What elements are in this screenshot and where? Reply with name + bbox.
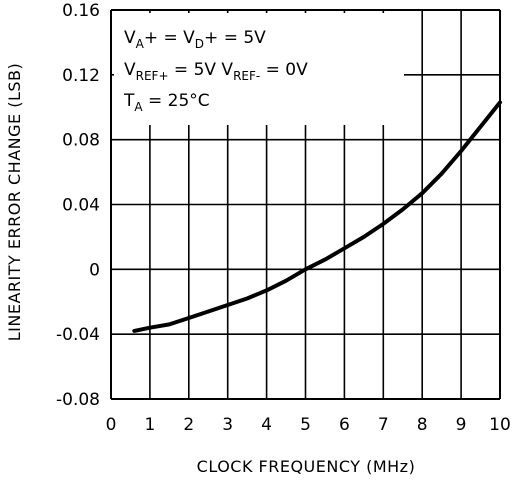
- x-tick-label: 5: [300, 415, 311, 435]
- condition-annotations: VA+ = VD+ = 5V VREF+ = 5V VREF- = 0V TA …: [114, 13, 404, 125]
- y-tick-label: -0.08: [56, 390, 100, 410]
- y-tick-label: 0.12: [62, 66, 100, 86]
- y-tick-label: 0.04: [62, 196, 100, 216]
- annotation-line-1: VA+ = VD+ = 5V: [124, 28, 266, 51]
- tick-labels: 0 1 2 3 4 5 6 7 8 9 10 -0.08 -0.04 0 0.04 0.08 0.12 0.16: [56, 1, 511, 435]
- x-tick-label: 3: [222, 415, 233, 435]
- x-tick-label: 4: [261, 415, 272, 435]
- x-tick-label: 8: [417, 415, 428, 435]
- x-tick-label: 2: [183, 415, 194, 435]
- annotation-line-2: VREF+ = 5V VREF- = 0V: [124, 60, 308, 83]
- series: [132, 100, 502, 333]
- x-tick-label: 7: [378, 415, 389, 435]
- x-tick-label: 9: [456, 415, 467, 435]
- x-tick-label: 1: [144, 415, 155, 435]
- y-axis-title: LINEARITY ERROR CHANGE (LSB): [5, 63, 24, 342]
- x-axis-title: CLOCK FREQUENCY (MHz): [197, 457, 416, 476]
- x-tick-label: 10: [489, 415, 511, 435]
- series-line: [132, 100, 502, 333]
- annotation-line-3: TA = 25°C: [123, 91, 210, 114]
- y-tick-label: 0: [89, 260, 100, 280]
- x-tick-label: 6: [339, 415, 350, 435]
- y-tick-label: -0.04: [56, 325, 100, 345]
- x-tick-label: 0: [106, 415, 117, 435]
- y-tick-label: 0.16: [62, 1, 100, 21]
- annotation-background: [114, 13, 404, 125]
- y-tick-label: 0.08: [62, 131, 100, 151]
